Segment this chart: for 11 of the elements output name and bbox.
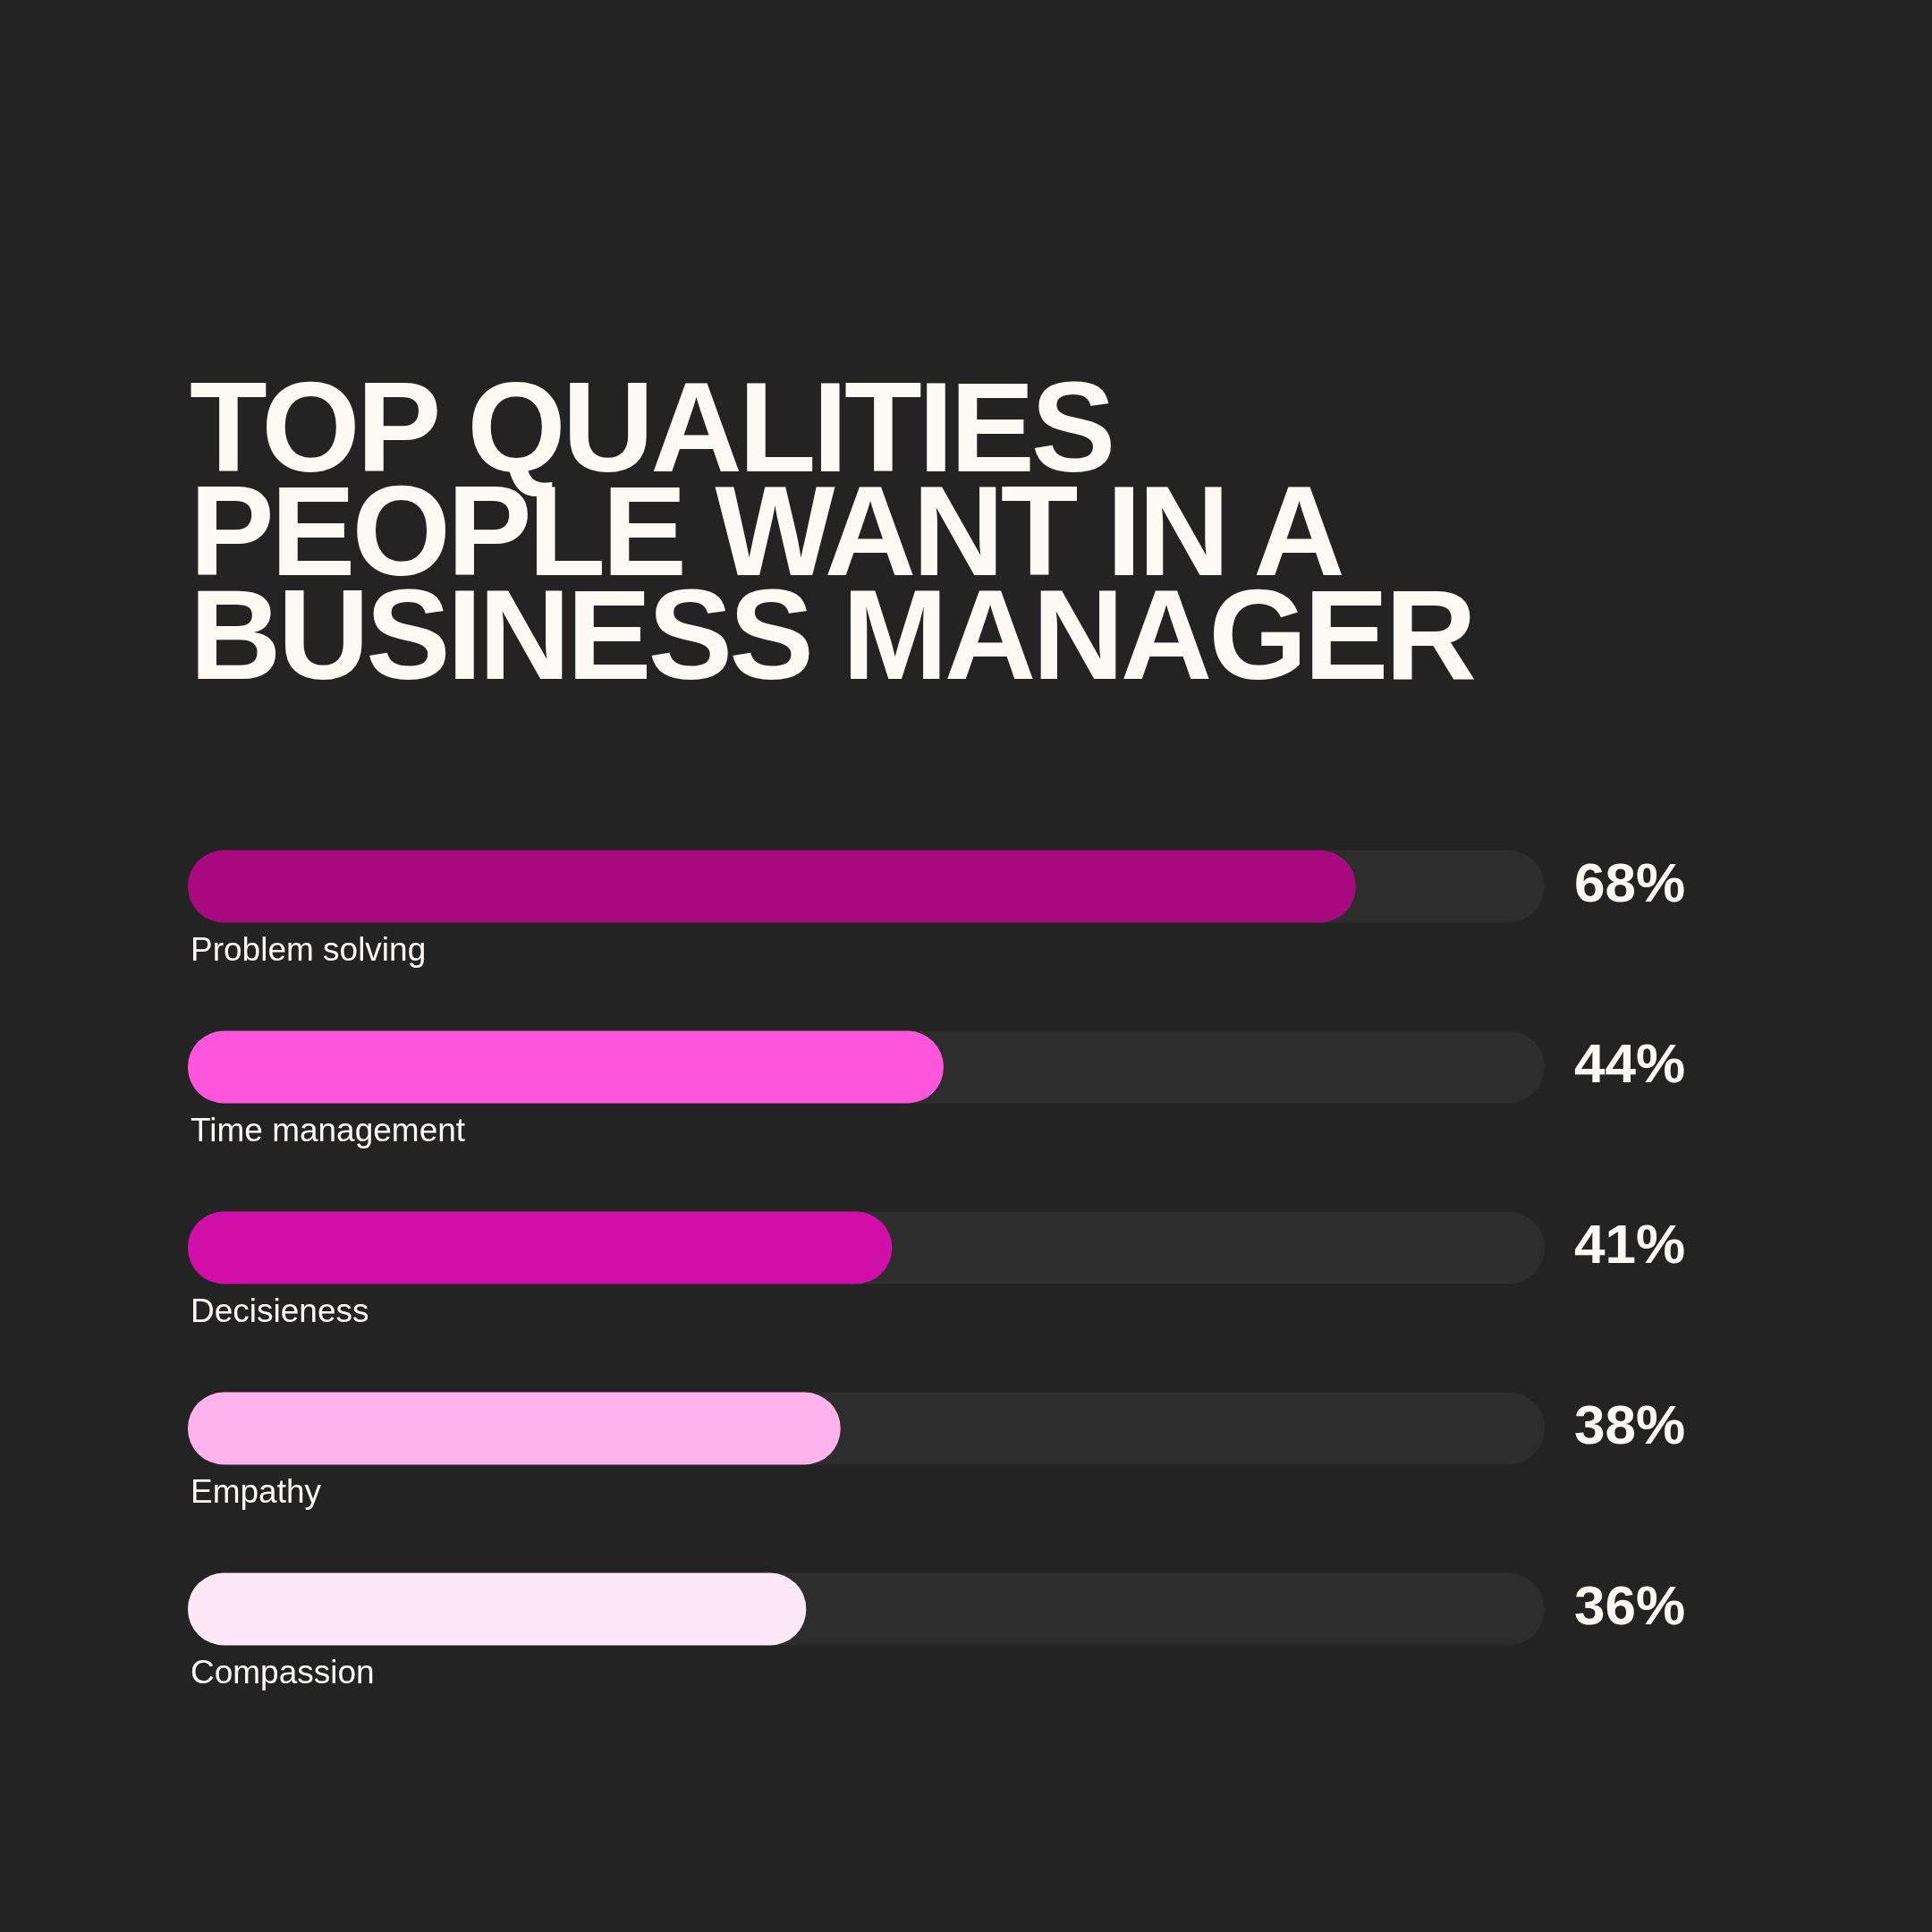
y-tick-label: Empathy	[191, 1473, 322, 1511]
y-tick-label: Compassion	[191, 1654, 375, 1691]
data-label: 68%	[1574, 852, 1686, 914]
data-label: 41%	[1574, 1213, 1686, 1275]
chart-title: TOP QUALITIES PEOPLE WANT IN A BUSINESS MANAGER	[190, 356, 1475, 706]
y-tick-label: Problem solving	[191, 931, 427, 969]
y-tick-label: Time management	[191, 1112, 466, 1149]
data-label: 44%	[1574, 1032, 1686, 1095]
data-label: 36%	[1574, 1574, 1686, 1637]
y-tick-label: Decisieness	[191, 1292, 369, 1330]
data-label: 38%	[1574, 1394, 1686, 1456]
